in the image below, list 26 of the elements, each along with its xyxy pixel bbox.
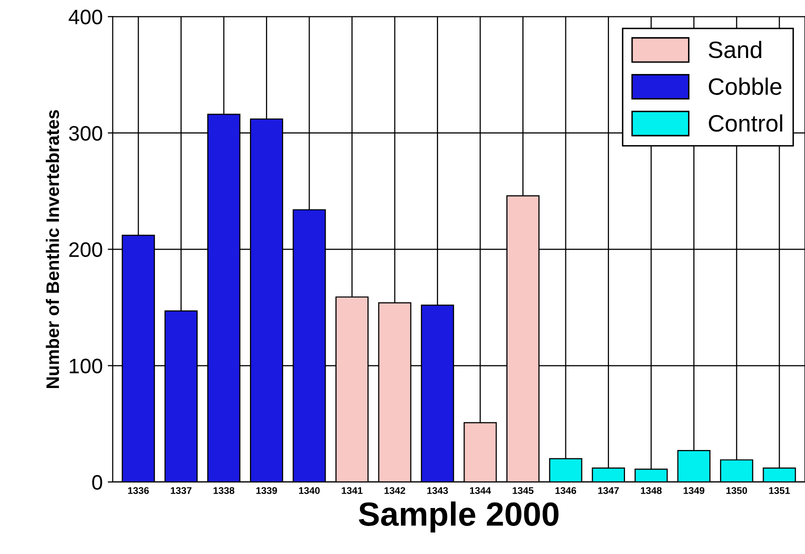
legend-label: Cobble: [708, 78, 782, 95]
x-tick-label: 1336: [128, 487, 149, 494]
x-tick-label: 1338: [214, 487, 234, 494]
x-tick-label: 1347: [598, 487, 619, 494]
x-tick-label: 1341: [342, 487, 363, 494]
x-tick-label: 1339: [256, 487, 277, 494]
x-tick-label: 1337: [170, 487, 192, 494]
y-tick-label: 400: [68, 10, 102, 24]
y-tick-label: 0: [92, 474, 102, 490]
y-axis-title: Number of Benthic Invertebrates: [46, 110, 60, 388]
x-tick-label: 1346: [555, 487, 576, 494]
y-tick-label: 200: [69, 242, 102, 258]
x-axis-title: Sample 2000: [358, 501, 558, 533]
x-tick-label: 1348: [640, 487, 662, 494]
x-tick-label: 1351: [769, 487, 790, 494]
x-tick-label: 1343: [427, 487, 448, 494]
y-tick-label: 300: [69, 126, 102, 141]
x-tick-label: 1349: [684, 487, 704, 494]
x-tick-label: 1340: [299, 487, 320, 494]
x-tick-label: 1345: [512, 487, 534, 494]
x-tick-label: 1344: [470, 487, 491, 494]
x-tick-label: 1350: [726, 487, 748, 494]
y-tick-label: 100: [70, 358, 102, 374]
legend-label: Sand: [708, 40, 762, 58]
legend-label: Control: [708, 114, 782, 132]
x-tick-label: 1342: [384, 487, 406, 494]
